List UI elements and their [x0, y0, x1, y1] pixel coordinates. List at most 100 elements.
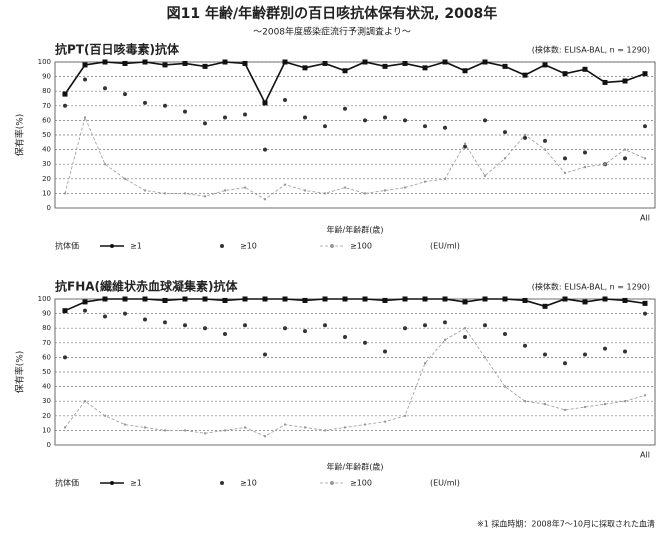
- point: [583, 165, 587, 169]
- point: [83, 400, 87, 403]
- point: [322, 60, 328, 66]
- point: [403, 118, 407, 123]
- point: [403, 326, 407, 331]
- point: [443, 320, 447, 325]
- point: [583, 150, 587, 155]
- point: [323, 192, 327, 195]
- point: [383, 420, 387, 423]
- point: [283, 326, 287, 331]
- y-tick-label: 0: [47, 441, 51, 449]
- point: [103, 163, 107, 166]
- y-tick-label: 10: [42, 426, 51, 434]
- y-tick-label: 60: [42, 116, 51, 124]
- point: [502, 296, 508, 302]
- point: [203, 326, 207, 331]
- y-tick-label: 40: [42, 383, 51, 391]
- x-axis-label: 年齢/年齢群(歳): [327, 225, 384, 235]
- point: [242, 60, 248, 66]
- point: [423, 124, 427, 129]
- legend-marker: [220, 244, 224, 248]
- point: [142, 296, 148, 302]
- annotation: (検体数: ELISA-BAL, n = 1290): [532, 45, 650, 55]
- point: [263, 147, 267, 152]
- point: [282, 59, 288, 65]
- point: [443, 338, 447, 342]
- y-axis-label: 保有率(%): [14, 114, 26, 157]
- point: [323, 323, 327, 328]
- point: [562, 71, 568, 77]
- y-tick-label: 50: [42, 368, 51, 376]
- chart-title: 抗PT(百日咳毒素)抗体: [55, 42, 180, 57]
- point: [223, 115, 227, 120]
- point: [143, 100, 147, 105]
- point: [323, 429, 327, 432]
- point: [62, 91, 68, 97]
- point: [523, 133, 527, 137]
- y-tick-label: 20: [42, 412, 51, 420]
- point: [542, 62, 548, 68]
- x-tick-label: All: [640, 451, 650, 460]
- point: [82, 62, 88, 68]
- point: [363, 423, 367, 426]
- point: [443, 125, 447, 130]
- legend-label: ≥10: [240, 479, 257, 488]
- point: [382, 63, 388, 69]
- point: [563, 171, 567, 175]
- point: [102, 296, 108, 302]
- point: [123, 423, 127, 426]
- point: [463, 144, 467, 149]
- point: [163, 320, 167, 325]
- point: [343, 106, 347, 111]
- point: [243, 323, 247, 328]
- point: [463, 327, 467, 330]
- legend-marker: [220, 481, 224, 485]
- point: [482, 296, 488, 302]
- point: [103, 414, 107, 417]
- footnote: ※1 採血時期：2008年7～10月に採取された血清: [477, 519, 655, 529]
- y-tick-label: 90: [42, 73, 51, 81]
- point: [602, 296, 608, 302]
- legend-title: 抗体価: [55, 478, 79, 488]
- point: [303, 189, 307, 192]
- point: [363, 340, 367, 345]
- legend-label: ≥100: [350, 242, 372, 251]
- point: [343, 334, 347, 339]
- y-tick-label: 70: [42, 102, 51, 110]
- point: [243, 112, 247, 117]
- point: [543, 138, 547, 143]
- chart-title: 抗FHA(繊維状赤血球凝集素)抗体: [55, 279, 238, 294]
- point: [262, 296, 268, 302]
- point: [503, 332, 507, 337]
- point: [422, 296, 428, 302]
- legend-marker: [110, 244, 114, 248]
- y-tick-label: 30: [42, 397, 51, 405]
- point: [602, 79, 608, 85]
- legend-label: ≥1: [130, 479, 142, 488]
- point: [482, 59, 488, 65]
- point: [523, 135, 527, 140]
- point: [123, 92, 127, 97]
- point: [603, 163, 607, 166]
- point: [483, 118, 487, 123]
- point: [643, 394, 647, 397]
- point: [582, 66, 588, 72]
- legend-unit: (EU/ml): [430, 479, 460, 488]
- point: [543, 148, 547, 151]
- point: [443, 177, 447, 180]
- point: [182, 60, 188, 66]
- figure-title: 図11 年齢/年齢群別の百日咳抗体保有状況, 2008年: [167, 5, 498, 22]
- point: [203, 432, 207, 435]
- point: [603, 402, 607, 406]
- y-tick-label: 20: [42, 175, 51, 183]
- point: [382, 297, 388, 303]
- point: [523, 343, 527, 348]
- point: [163, 429, 167, 432]
- y-tick-label: 60: [42, 353, 51, 361]
- y-tick-label: 100: [38, 58, 51, 66]
- y-tick-label: 50: [42, 131, 51, 139]
- point: [283, 423, 287, 426]
- point: [282, 296, 288, 302]
- point: [183, 192, 187, 195]
- point: [343, 186, 347, 189]
- point: [283, 183, 287, 186]
